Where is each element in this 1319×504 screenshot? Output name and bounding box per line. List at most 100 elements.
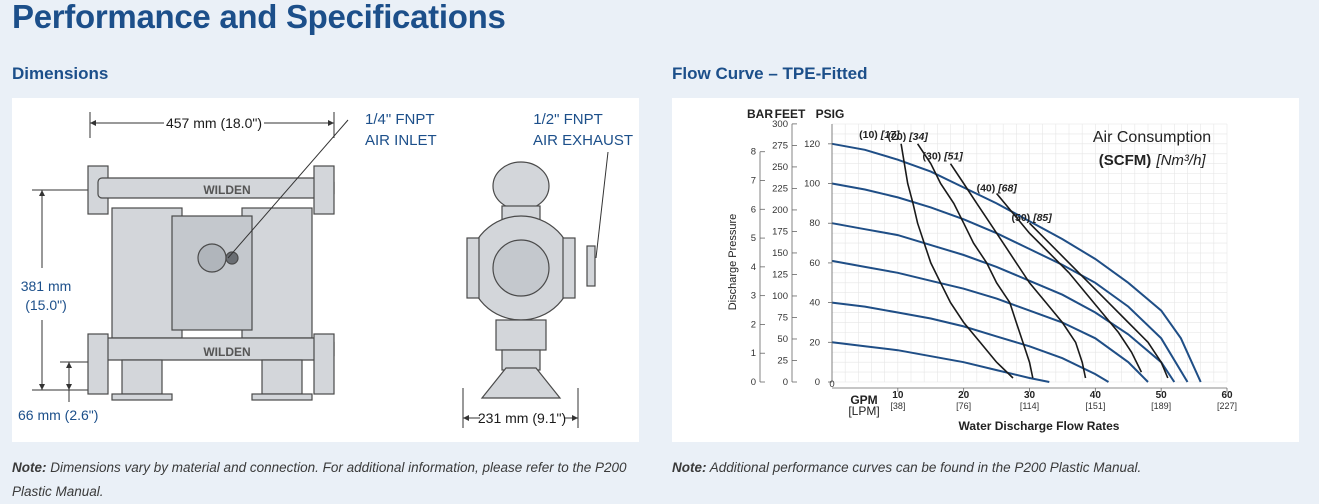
height-label-mm: 381 mm	[21, 278, 72, 294]
page-title: Performance and Specifications	[12, 0, 506, 35]
brand-top: WILDEN	[203, 183, 250, 197]
air-curve-metric-label: [34]	[908, 131, 928, 143]
feet-tick-label: 150	[772, 248, 788, 259]
feet-tick-label: 225	[772, 183, 788, 194]
pump-front-view	[87, 165, 335, 401]
pressure-curve-20	[831, 341, 1050, 383]
air-curve-4	[1028, 222, 1169, 379]
dimensions-note-text: Dimensions vary by material and connecti…	[12, 460, 627, 499]
feet-tick-label: 0	[783, 377, 788, 388]
psig-tick-label: 40	[809, 298, 820, 309]
air-curve-label: (50) [85]	[1012, 212, 1053, 224]
pump-dimension-drawing: 457 mm (18.0") 381 mm (15.0") 66 mm (2.6…	[18, 111, 633, 428]
width-dimension-label: 457 mm (18.0")	[166, 115, 262, 131]
dimensions-note-prefix: Note:	[12, 460, 47, 475]
feet-tick-label: 300	[772, 119, 788, 130]
flow-curve-chart: (10) [17](20) [34] (30) [51] (40) [68] (50)…	[727, 107, 1237, 433]
feet-tick-label: 250	[772, 162, 788, 173]
air-curve-2	[949, 163, 1087, 379]
x-tick-label: 40	[1090, 390, 1102, 401]
feet-tick-label: 50	[777, 334, 788, 345]
y-axis-label: Discharge Pressure	[727, 214, 739, 311]
pressure-curve-80	[831, 222, 1176, 383]
air-exhaust-label: AIR EXHAUST	[533, 132, 633, 149]
air-curve-metric-label: [85]	[1032, 212, 1052, 224]
base-dimension-label: 66 mm (2.6")	[18, 407, 98, 423]
axis-header-bar: BAR	[747, 107, 773, 121]
x-tick-label: 50	[1156, 390, 1168, 401]
side-width-label: 231 mm (9.1")	[478, 410, 566, 426]
legend-units-metric: [Nm³/h]	[1155, 152, 1206, 169]
dimensions-heading: Dimensions	[12, 64, 109, 83]
dimensions-panel: 457 mm (18.0") 381 mm (15.0") 66 mm (2.6…	[12, 98, 639, 442]
bar-tick-label: 4	[751, 262, 756, 273]
feet-tick-label: 275	[772, 140, 788, 151]
x-tick-label: 20	[958, 390, 970, 401]
feet-tick-label: 200	[772, 205, 788, 216]
psig-tick-label: 120	[804, 139, 820, 150]
air-curve-metric-label: [68]	[997, 182, 1017, 194]
pump-side-view	[466, 161, 596, 399]
air-inlet-label: AIR INLET	[365, 132, 437, 149]
legend-units: (SCFM)	[1099, 152, 1152, 169]
air-consumption-curves: (10) [17](20) [34] (30) [51] (40) [68] (50)…	[859, 129, 1169, 379]
chart-axes: BAR FEET PSIG01234567802550751001251501752…	[747, 107, 1237, 411]
dimensions-note: Note: Dimensions vary by material and co…	[12, 456, 632, 504]
pressure-curve-120	[831, 142, 1202, 383]
feet-tick-label: 175	[772, 226, 788, 237]
feet-tick-label: 75	[777, 312, 788, 323]
x-tick-lpm-label: [227]	[1217, 401, 1237, 411]
x-tick-lpm-label: [151]	[1085, 401, 1105, 411]
air-curve-1	[916, 143, 1034, 379]
psig-tick-label: 0	[815, 377, 820, 388]
x-unit-gpm: GPM	[850, 393, 877, 407]
axis-header-feet: FEET	[775, 107, 806, 121]
air-curve-label: (40) [68]	[977, 182, 1018, 194]
brand-bottom: WILDEN	[203, 345, 250, 359]
air-curve-3	[995, 192, 1143, 373]
legend-title: Air Consumption	[1093, 129, 1211, 146]
bar-tick-label: 8	[751, 147, 756, 158]
x-tick-label: 30	[1024, 390, 1036, 401]
height-label-in: (15.0")	[25, 297, 67, 313]
air-curve-label: (30) [51]	[923, 151, 964, 163]
bar-tick-label: 0	[751, 377, 756, 388]
feet-tick-label: 125	[772, 269, 788, 280]
x-tick-label: 60	[1221, 390, 1233, 401]
x-tick-lpm-label: [189]	[1151, 401, 1171, 411]
pressure-curve-40	[831, 301, 1110, 383]
flow-note-text: Additional performance curves can be fou…	[706, 460, 1142, 475]
x-tick-lpm-label: [38]	[890, 401, 905, 411]
air-curve-metric-label: [17]	[880, 129, 900, 141]
air-curve-metric-label: [51]	[943, 151, 963, 163]
bar-tick-label: 7	[751, 176, 756, 187]
pressure-curve-100	[831, 182, 1189, 383]
air-inlet-size: 1/4" FNPT	[365, 111, 435, 128]
psig-tick-label: 80	[809, 218, 820, 229]
flow-note-prefix: Note:	[672, 460, 707, 475]
flow-note: Note: Additional performance curves can …	[672, 456, 1292, 480]
x-tick-lpm-label: [76]	[956, 401, 971, 411]
axis-header-psig: PSIG	[816, 107, 845, 121]
bar-tick-label: 2	[751, 319, 756, 330]
bar-tick-label: 5	[751, 233, 756, 244]
x-tick-lpm-label: [114]	[1020, 401, 1039, 411]
x-unit-lpm: [LPM]	[848, 404, 879, 418]
x-tick-label: 10	[892, 390, 904, 401]
psig-tick-label: 100	[804, 179, 820, 190]
air-curve-0	[900, 143, 1014, 379]
psig-tick-label: 20	[809, 337, 820, 348]
feet-tick-label: 100	[772, 291, 788, 302]
x-axis-label: Water Discharge Flow Rates	[959, 419, 1120, 433]
bar-tick-label: 1	[751, 348, 756, 359]
flow-curve-panel: (10) [17] (20) [34] (30) [51] (40) [68] (50)…	[672, 98, 1299, 442]
flow-curve-heading: Flow Curve – TPE-Fitted	[672, 64, 868, 83]
pressure-curves	[831, 142, 1202, 383]
air-curve-label: (10) [17]	[859, 129, 900, 141]
air-exhaust-size: 1/2" FNPT	[533, 111, 603, 128]
bar-tick-label: 3	[751, 291, 756, 302]
feet-tick-label: 25	[777, 355, 788, 366]
bar-tick-label: 6	[751, 204, 756, 215]
air-curve-label: (20) [34]	[888, 131, 929, 143]
pressure-curve-60	[831, 259, 1149, 383]
